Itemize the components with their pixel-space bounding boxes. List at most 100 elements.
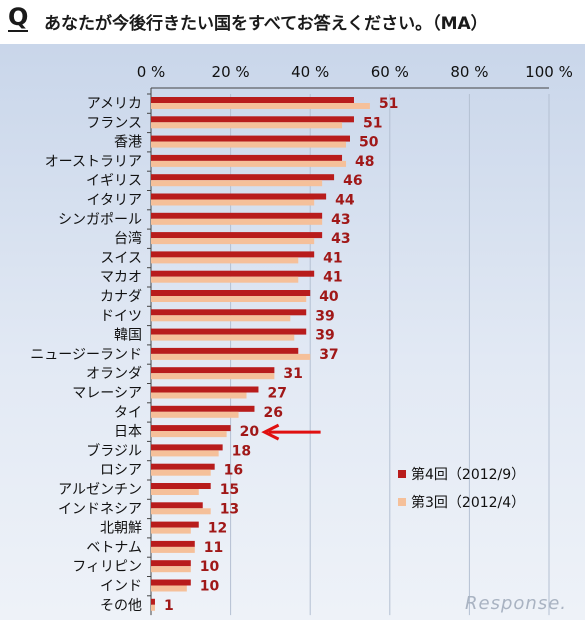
data-label: 1 bbox=[164, 598, 174, 614]
legend-swatch-series-3 bbox=[398, 498, 406, 506]
bar-series-4 bbox=[151, 579, 191, 586]
bar-series-4 bbox=[151, 193, 327, 200]
bar-series-3 bbox=[151, 373, 275, 380]
x-tick-label: 0 % bbox=[137, 63, 166, 81]
bar-series-3 bbox=[151, 334, 295, 341]
data-label: 15 bbox=[220, 482, 239, 498]
data-label: 27 bbox=[267, 386, 286, 402]
bar-series-3 bbox=[151, 160, 347, 167]
category-label: アルゼンチン bbox=[58, 482, 142, 498]
bar-series-4 bbox=[151, 328, 307, 335]
bar-series-3 bbox=[151, 489, 199, 495]
bar-series-3 bbox=[151, 276, 299, 283]
data-label: 46 bbox=[343, 173, 362, 189]
question-text: あなたが今後行きたい国をすべてお答えください。（MA） bbox=[44, 14, 488, 34]
bar-series-3 bbox=[151, 353, 311, 360]
bar-series-4 bbox=[151, 154, 343, 161]
bar-series-3 bbox=[151, 199, 315, 206]
category-label: フランス bbox=[86, 115, 142, 131]
category-label: インド bbox=[100, 579, 142, 595]
category-label: 台湾 bbox=[114, 230, 142, 247]
bar-series-4 bbox=[151, 290, 311, 296]
data-label: 12 bbox=[208, 521, 227, 537]
category-label: 日本 bbox=[114, 424, 142, 440]
bar-series-4 bbox=[151, 483, 211, 489]
data-label: 51 bbox=[363, 115, 382, 131]
legend-label-series-4: 第4回（2012/9） bbox=[411, 466, 525, 483]
bar-series-4 bbox=[151, 598, 155, 605]
x-tick-label: 60 % bbox=[371, 63, 409, 81]
legend-label-series-3: 第3回（2012/4） bbox=[411, 494, 525, 511]
data-label: 50 bbox=[359, 135, 379, 151]
x-tick-label: 100 % bbox=[525, 63, 573, 81]
bar-series-3 bbox=[151, 218, 323, 225]
data-label: 41 bbox=[323, 270, 342, 286]
category-label: イギリス bbox=[86, 173, 142, 189]
bar-series-3 bbox=[151, 585, 187, 592]
category-label: カナダ bbox=[100, 289, 142, 305]
data-label: 13 bbox=[220, 501, 239, 517]
bar-series-4 bbox=[151, 270, 315, 277]
category-label: オーストラリア bbox=[45, 154, 142, 170]
bar-series-3 bbox=[151, 411, 239, 418]
data-label: 11 bbox=[204, 540, 223, 556]
bar-series-4 bbox=[151, 444, 223, 451]
bar-series-4 bbox=[151, 502, 203, 509]
highlight-arrow-head bbox=[261, 423, 280, 441]
bar-series-3 bbox=[151, 566, 191, 573]
category-label: シンガポール bbox=[58, 212, 142, 228]
question-header: Q あなたが今後行きたい国をすべてお答えください。（MA） bbox=[0, 0, 585, 44]
data-label: 10 bbox=[200, 579, 220, 595]
category-label: その他 bbox=[100, 598, 142, 614]
watermark-logo: Response. bbox=[465, 593, 567, 614]
bar-series-3 bbox=[151, 238, 315, 245]
bar-series-3 bbox=[151, 392, 247, 399]
bar-series-4 bbox=[151, 116, 354, 123]
data-label: 44 bbox=[335, 193, 355, 209]
q-mark: Q bbox=[8, 3, 29, 32]
category-label: ニュージーランド bbox=[30, 347, 142, 363]
bar-series-4 bbox=[151, 97, 354, 103]
data-label: 37 bbox=[319, 347, 338, 363]
category-label: マカオ bbox=[100, 270, 142, 286]
bar-series-4 bbox=[151, 367, 275, 374]
data-label: 43 bbox=[331, 212, 350, 228]
data-label: 39 bbox=[315, 328, 334, 344]
bar-series-3 bbox=[151, 469, 211, 476]
bar-series-3 bbox=[151, 141, 347, 148]
category-label: マレーシア bbox=[72, 386, 142, 402]
bar-series-4 bbox=[151, 251, 315, 258]
bar-series-4 bbox=[151, 425, 231, 432]
bar-chart: 0 % 20 % 40 % 60 % 80 % 100 % アメリカ 51 フランス 51 香港 50… bbox=[30, 63, 573, 616]
data-label: 16 bbox=[224, 463, 243, 479]
bar-series-3 bbox=[151, 122, 343, 129]
bar-series-4 bbox=[151, 232, 323, 239]
category-label: ロシア bbox=[100, 463, 142, 479]
data-label: 26 bbox=[263, 405, 282, 421]
bar-series-4 bbox=[151, 174, 335, 181]
data-label: 48 bbox=[355, 154, 374, 170]
category-label: ドイツ bbox=[100, 308, 142, 324]
bar-series-4 bbox=[151, 540, 195, 547]
bar-series-3 bbox=[151, 527, 191, 534]
x-tick-label: 20 % bbox=[212, 63, 250, 81]
chart-panel: 0 % 20 % 40 % 60 % 80 % 100 % アメリカ 51 フランス 51 香港 50… bbox=[0, 44, 585, 620]
category-label: ベトナム bbox=[86, 540, 142, 556]
category-label: アメリカ bbox=[87, 96, 142, 112]
category-label: スイス bbox=[100, 250, 142, 266]
data-label: 40 bbox=[319, 289, 339, 305]
bar-series-3 bbox=[151, 546, 195, 553]
x-tick-label: 40 % bbox=[291, 63, 329, 81]
bar-series-4 bbox=[151, 347, 299, 354]
data-label: 43 bbox=[331, 231, 350, 247]
bar-series-3 bbox=[151, 450, 219, 457]
bar-series-3 bbox=[151, 431, 227, 438]
bar-series-4 bbox=[151, 560, 191, 567]
category-label: ブラジル bbox=[86, 442, 142, 459]
category-label: フィリピン bbox=[72, 559, 142, 575]
category-label: タイ bbox=[114, 405, 142, 421]
category-label: 香港 bbox=[114, 135, 142, 151]
category-label: オランダ bbox=[86, 366, 142, 382]
category-label: 北朝鮮 bbox=[100, 521, 142, 537]
data-label: 10 bbox=[200, 559, 220, 575]
